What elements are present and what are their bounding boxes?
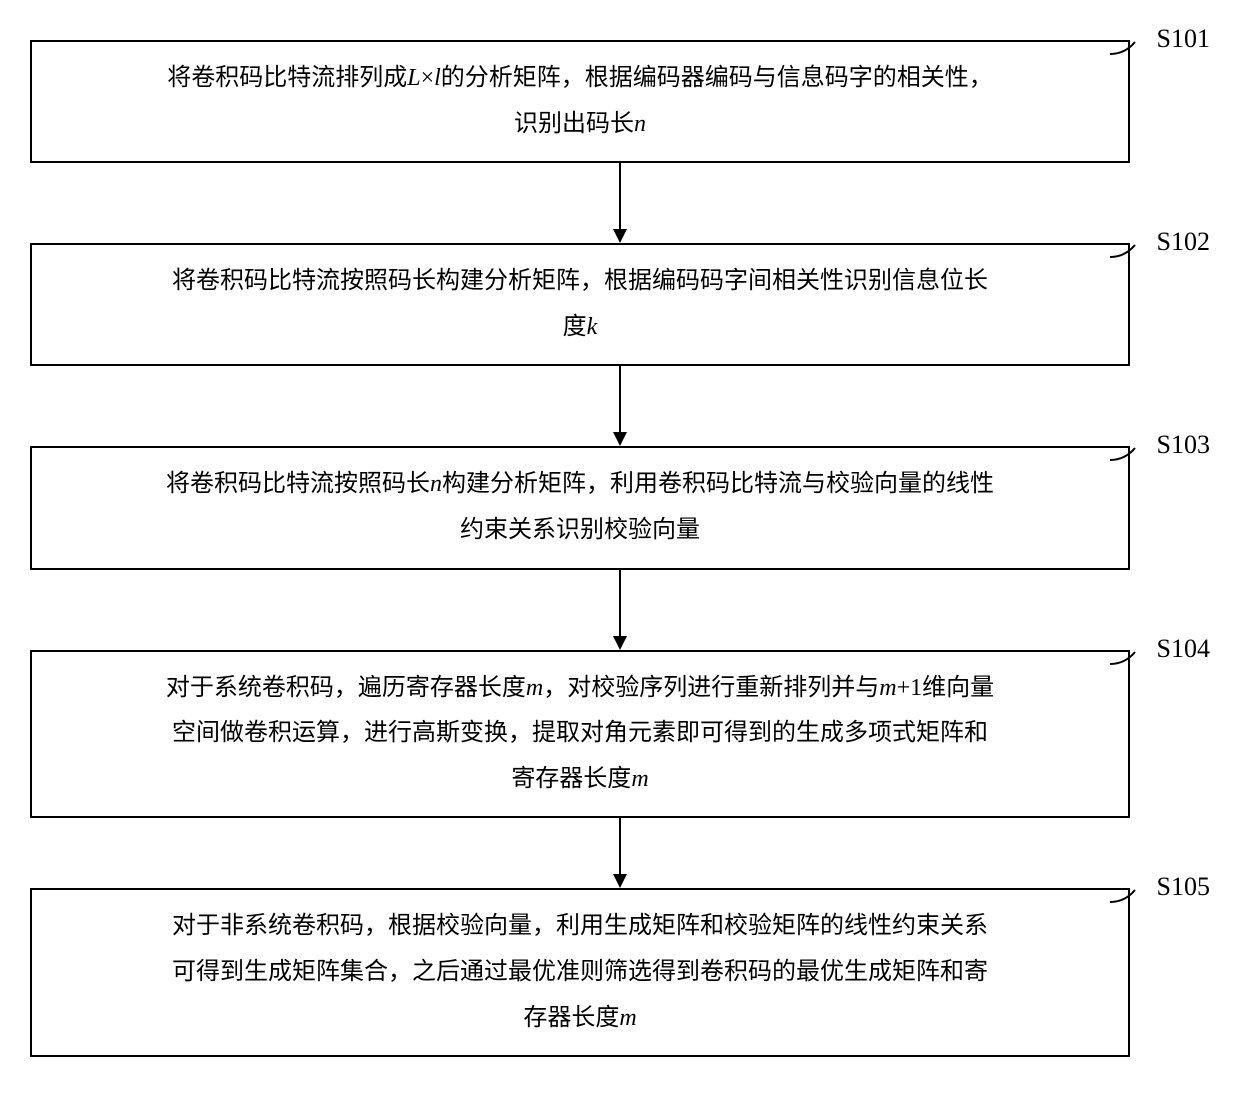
flowchart-container: 将卷积码比特流排列成L×l的分析矩阵，根据编码器编码与信息码字的相关性， 识别出… [30,40,1210,1057]
step1-times: × [421,65,435,91]
step-box-2: 将卷积码比特流按照码长构建分析矩阵，根据编码码字间相关性识别信息位长 度k [30,243,1130,366]
step4-line1-mid: ，对校验序列进行重新排列并与 [543,675,879,701]
step-box-5: 对于非系统卷积码，根据校验向量，利用生成矩阵和校验矩阵的线性约束关系 可得到生成… [30,888,1130,1057]
step4-m1: m [526,675,543,701]
step-row-5: 对于非系统卷积码，根据校验向量，利用生成矩阵和校验矩阵的线性约束关系 可得到生成… [30,888,1210,1057]
step-label-3: S103 [1157,430,1210,460]
curve-connector-3 [1110,440,1150,470]
curve-connector-4 [1110,644,1150,674]
step5-line3-pre: 存器长度 [523,1005,619,1031]
arrow-4 [70,818,1170,888]
step1-text: 将卷积码比特流排列成 [167,65,407,91]
step2-line1: 将卷积码比特流按照码长构建分析矩阵，根据编码码字间相关性识别信息位长 [172,268,988,294]
step3-line1-pre: 将卷积码比特流按照码长 [166,471,430,497]
arrow-2 [70,366,1170,446]
step1-L: L [407,65,420,91]
curve-connector-2 [1110,237,1150,267]
step4-line1-pre: 对于系统卷积码，遍历寄存器长度 [166,675,526,701]
step3-line1-post: 构建分析矩阵，利用卷积码比特流与校验向量的线性 [442,471,994,497]
step-label-2: S102 [1157,227,1210,257]
step5-line2: 可得到生成矩阵集合，之后通过最优准则筛选得到卷积码的最优生成矩阵和寄 [172,959,988,985]
step-label-5: S105 [1157,872,1210,902]
step3-line2: 约束关系识别校验向量 [460,517,700,543]
curve-connector-1 [1110,34,1150,64]
step4-line1-post: +1维向量 [897,675,995,701]
step1-n: n [634,111,646,137]
step-row-2: 将卷积码比特流按照码长构建分析矩阵，根据编码码字间相关性识别信息位长 度k S1… [30,243,1210,366]
step-label-1: S101 [1157,24,1210,54]
step-row-4: 对于系统卷积码，遍历寄存器长度m，对校验序列进行重新排列并与m+1维向量 空间做… [30,650,1210,819]
step5-line1: 对于非系统卷积码，根据校验向量，利用生成矩阵和校验矩阵的线性约束关系 [172,913,988,939]
step-box-1: 将卷积码比特流排列成L×l的分析矩阵，根据编码器编码与信息码字的相关性， 识别出… [30,40,1130,163]
step-row-1: 将卷积码比特流排列成L×l的分析矩阵，根据编码器编码与信息码字的相关性， 识别出… [30,40,1210,163]
step5-m: m [619,1005,636,1031]
step4-line3-pre: 寄存器长度 [511,766,631,792]
curve-connector-5 [1110,882,1150,912]
step2-line2-pre: 度 [563,314,587,340]
step1-line2: 识别出码长 [514,111,634,137]
step-box-3: 将卷积码比特流按照码长n构建分析矩阵，利用卷积码比特流与校验向量的线性 约束关系… [30,446,1130,569]
step2-k: k [587,314,598,340]
step-label-4: S104 [1157,634,1210,664]
step4-line2: 空间做卷积运算，进行高斯变换，提取对角元素即可得到的生成多项式矩阵和 [172,720,988,746]
step1-post: 的分析矩阵，根据编码器编码与信息码字的相关性， [441,65,993,91]
step-box-4: 对于系统卷积码，遍历寄存器长度m，对校验序列进行重新排列并与m+1维向量 空间做… [30,650,1130,819]
step4-m2: m [879,675,896,701]
step3-n: n [430,471,442,497]
step1-l: l [434,65,441,91]
arrow-3 [70,570,1170,650]
step-row-3: 将卷积码比特流按照码长n构建分析矩阵，利用卷积码比特流与校验向量的线性 约束关系… [30,446,1210,569]
arrow-1 [70,163,1170,243]
step4-m3: m [631,766,648,792]
